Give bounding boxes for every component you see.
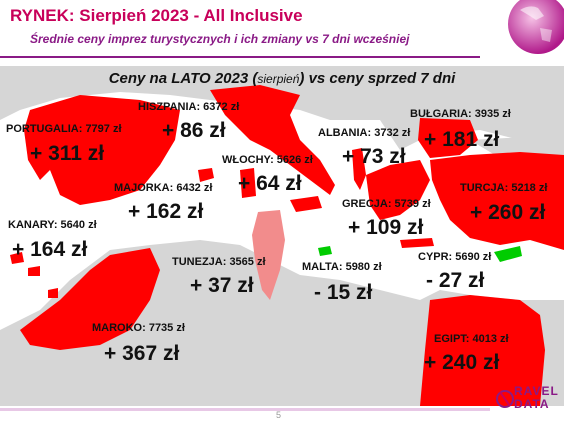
label-hiszpania: HISZPANIA: 6372 zł <box>138 101 240 113</box>
change-grecja: + 109 zł <box>348 216 424 239</box>
region-sardinia <box>240 168 256 198</box>
header-divider <box>0 56 480 58</box>
footer-divider <box>0 408 490 411</box>
region-kanary <box>10 252 24 264</box>
region-wlochy <box>210 85 335 195</box>
region-cypr <box>494 246 522 262</box>
change-cypr: - 27 zł <box>426 269 485 292</box>
region-tunezja <box>252 210 285 300</box>
map-title-part1: Ceny na LATO 2023 ( <box>108 70 258 87</box>
change-kanary: + 164 zł <box>12 238 88 261</box>
map-title-month: sierpień <box>257 72 300 86</box>
region-bulgaria <box>418 118 478 158</box>
region-crete <box>400 238 434 248</box>
label-wlochy: WŁOCHY: 5626 zł <box>222 154 313 166</box>
change-majorka: + 162 zł <box>128 200 204 223</box>
change-albania: + 73 zł <box>342 145 406 168</box>
map-title: Ceny na LATO 2023 (sierpień) vs ceny spr… <box>0 70 564 87</box>
travel-data-logo: RAVEL DATA <box>494 384 560 420</box>
label-albania: ALBANIA: 3732 zł <box>318 127 411 139</box>
change-egipt: + 240 zł <box>424 351 500 374</box>
change-hiszpania: + 86 zł <box>162 119 226 142</box>
globe-icon <box>508 0 564 54</box>
region-grecja <box>366 160 430 220</box>
logo-mark-icon <box>496 390 514 408</box>
slide-title: RYNEK: Sierpień 2023 - All Inclusive <box>10 6 303 25</box>
land-blacksea <box>470 135 564 158</box>
slide-subtitle: Średnie ceny imprez turystycznych i ich … <box>30 32 410 46</box>
region-kanary-2 <box>28 266 40 276</box>
label-tunezja: TUNEZJA: 3565 zł <box>172 256 266 268</box>
label-turcja: TURCJA: 5218 zł <box>460 182 548 194</box>
change-maroko: + 367 zł <box>104 342 180 365</box>
change-tunezja: + 37 zł <box>190 274 254 297</box>
change-bulgaria: + 181 zł <box>424 128 500 151</box>
logo-text-data: DATA <box>514 397 550 411</box>
mediterranean-map <box>0 66 564 406</box>
region-kanary-3 <box>48 288 58 298</box>
page-number: 5 <box>276 410 282 420</box>
label-egipt: EGIPT: 4013 zł <box>434 333 509 345</box>
change-wlochy: + 64 zł <box>238 172 302 195</box>
region-sicily <box>290 196 322 212</box>
map-title-part2: ) vs ceny sprzed 7 dni <box>299 70 456 87</box>
change-malta: - 15 zł <box>314 281 373 304</box>
region-spain <box>30 95 180 205</box>
change-portugalia: + 311 zł <box>30 142 105 165</box>
change-turcja: + 260 zł <box>470 201 546 224</box>
region-turcja <box>430 152 564 250</box>
label-bulgaria: BUŁGARIA: 3935 zł <box>410 108 511 120</box>
label-portugalia: PORTUGALIA: 7797 zł <box>6 123 122 135</box>
label-cypr: CYPR: 5690 zł <box>418 251 492 263</box>
region-majorka <box>198 168 214 182</box>
label-maroko: MAROKO: 7735 zł <box>92 322 185 334</box>
label-malta: MALTA: 5980 zł <box>302 261 382 273</box>
region-maroko <box>20 248 160 350</box>
region-malta <box>318 246 332 256</box>
slide-header: RYNEK: Sierpień 2023 - All Inclusive Śre… <box>0 0 564 62</box>
logo-text-travel: RAVEL <box>514 384 559 398</box>
label-kanary: KANARY: 5640 zł <box>8 219 97 231</box>
region-egipt <box>420 295 545 406</box>
region-portugal <box>24 110 50 180</box>
label-grecja: GRECJA: 5739 zł <box>342 198 431 210</box>
region-albania <box>352 148 366 190</box>
label-majorka: MAJORKA: 6432 zł <box>114 182 213 194</box>
